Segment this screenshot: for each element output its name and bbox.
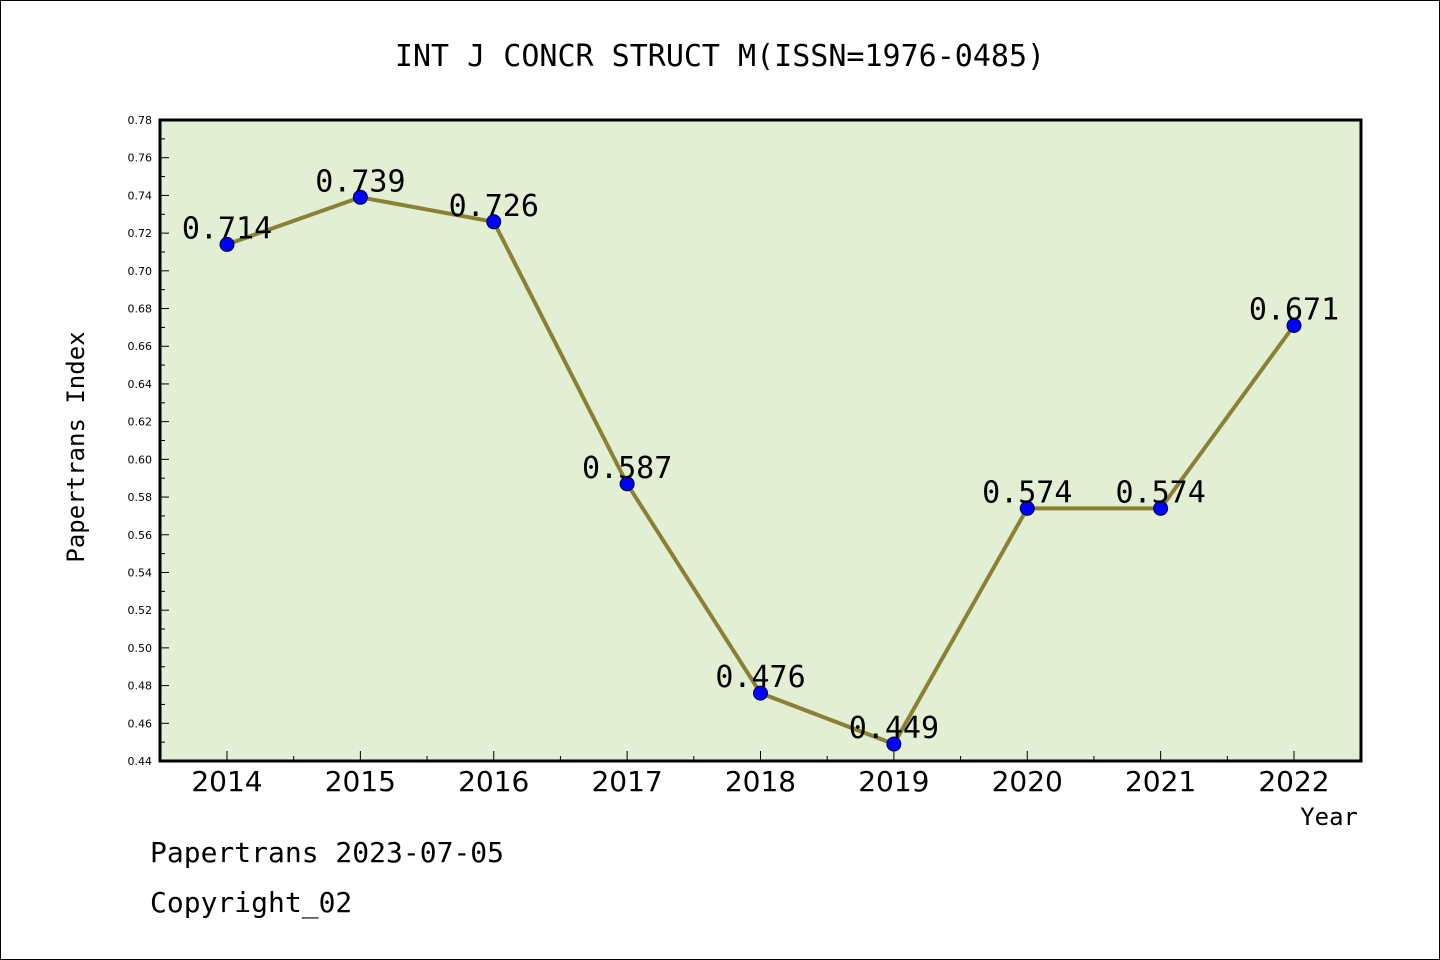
y-tick-label: 0.66 bbox=[128, 340, 153, 353]
data-label: 0.587 bbox=[582, 451, 672, 486]
y-tick-label: 0.50 bbox=[128, 642, 153, 655]
x-tick-label: 2020 bbox=[992, 765, 1063, 798]
y-axis-label: Papertrans Index bbox=[62, 331, 90, 562]
series-line-group bbox=[219, 189, 1302, 752]
plot-area bbox=[158, 118, 1363, 763]
data-point bbox=[1019, 500, 1035, 516]
y-axis: 0.44 0.46 0.48 0.50 0.52 0.54 0.56 0.58 0.60 0.62… bbox=[128, 114, 169, 768]
y-tick-label: 0.52 bbox=[128, 604, 153, 617]
y-tick-label: 0.58 bbox=[128, 491, 153, 504]
y-tick-label: 0.46 bbox=[128, 717, 153, 730]
chart-title: INT J CONCR STRUCT M(ISSN=1976-0485) bbox=[395, 39, 1045, 74]
y-tick-label: 0.62 bbox=[128, 416, 153, 429]
data-point bbox=[219, 236, 235, 252]
x-axis: 2014 2015 2016 2017 2018 2019 2020 2021 2022 bbox=[191, 751, 1330, 798]
x-tick-label: 2016 bbox=[458, 765, 529, 798]
data-label: 0.714 bbox=[182, 211, 272, 246]
x-tick-label: 2014 bbox=[191, 765, 262, 798]
footer-copyright: Copyright_02 bbox=[150, 886, 353, 919]
data-point bbox=[753, 685, 768, 701]
y-tick-label: 0.72 bbox=[128, 227, 153, 240]
data-label: 0.449 bbox=[849, 711, 939, 746]
y-tick-label: 0.44 bbox=[128, 755, 153, 768]
footer-date: Papertrans 2023-07-05 bbox=[150, 836, 505, 869]
y-tick-label: 0.74 bbox=[128, 189, 153, 202]
x-tick-label: 2022 bbox=[1258, 765, 1329, 798]
data-point bbox=[1153, 500, 1169, 516]
y-tick-label: 0.48 bbox=[128, 680, 153, 693]
y-tick-label: 0.56 bbox=[128, 529, 153, 542]
x-tick-label: 2019 bbox=[858, 765, 929, 798]
data-point bbox=[1286, 317, 1302, 333]
data-labels-group: 0.714 0.739 0.726 0.587 0.476 0.449 0.574 0.574… bbox=[182, 164, 1339, 746]
y-tick-label: 0.76 bbox=[128, 152, 153, 165]
x-tick-label: 2015 bbox=[325, 765, 396, 798]
y-tick-label: 0.54 bbox=[128, 566, 153, 579]
data-point bbox=[486, 214, 502, 230]
data-label: 0.476 bbox=[715, 660, 805, 695]
data-point bbox=[619, 476, 635, 492]
y-tick-label: 0.78 bbox=[128, 114, 153, 127]
x-axis-label: Year bbox=[1300, 803, 1358, 831]
y-tick-label: 0.70 bbox=[128, 265, 153, 278]
data-label: 0.574 bbox=[1115, 475, 1205, 510]
data-point bbox=[352, 189, 368, 205]
x-tick-label: 2021 bbox=[1125, 765, 1196, 798]
y-tick-label: 0.68 bbox=[128, 303, 153, 316]
data-label: 0.671 bbox=[1249, 292, 1339, 327]
y-tick-label: 0.60 bbox=[128, 453, 153, 466]
data-label: 0.739 bbox=[315, 164, 405, 199]
data-label: 0.726 bbox=[449, 189, 539, 224]
x-tick-label: 2017 bbox=[591, 765, 662, 798]
x-tick-label: 2018 bbox=[725, 765, 796, 798]
data-label: 0.574 bbox=[982, 475, 1072, 510]
data-point bbox=[886, 736, 902, 752]
y-tick-label: 0.64 bbox=[128, 378, 153, 391]
